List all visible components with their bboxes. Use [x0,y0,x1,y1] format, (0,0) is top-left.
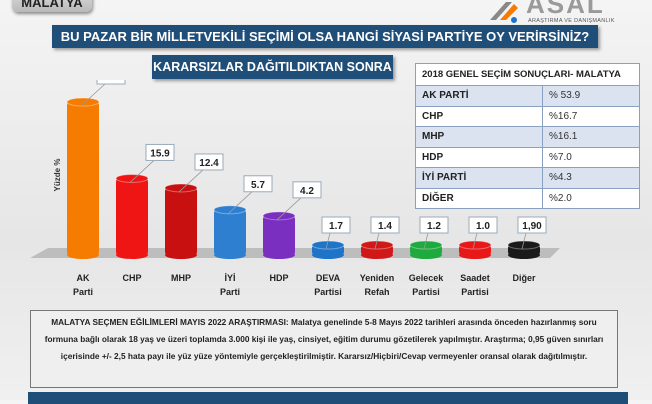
data-label: 5.7 [251,180,265,191]
data-label: 15.9 [150,148,170,159]
x-tick-label: DEVA [316,273,341,283]
leader-line [521,232,527,250]
bar [116,178,148,255]
data-label-box [96,80,126,85]
bar [214,209,246,255]
table-row: CHP %16.7 [415,105,640,127]
x-tick-label: Partisi [412,287,440,297]
bar-base [312,251,344,259]
logo-subtitle: ARAŞTIRMA VE DANIŞMANLIK [528,18,615,24]
data-label: 1,90 [522,221,542,232]
leader-line [472,232,478,250]
x-tick-label: Diğer [512,273,536,283]
data-label-box [321,216,351,234]
leader-line [423,232,429,250]
data-label: 1.4 [378,221,392,232]
bar [67,102,99,255]
x-tick-label: Partisi [461,287,489,297]
bar [165,187,197,255]
data-label-box [292,181,322,199]
table-row: AK PARTİ% 53.9 [415,85,640,107]
x-tick-label: AK [77,273,90,283]
bar-top [115,173,149,183]
bar-top [213,205,247,215]
methodology-note: MALATYA SEÇMEN EĞİLİMLERİ MAYIS 2022 ARA… [30,310,618,388]
bar-base [361,251,393,259]
leader-line [276,197,302,221]
bar-base [508,251,540,259]
bar-base [214,251,246,259]
leader-line [129,160,155,183]
table-row: MHP %16.1 [415,126,640,148]
chart-subtitle: KARARSIZLAR DAĞITILDIKTAN SONRA [152,55,393,79]
leader-line [80,83,106,107]
data-label: 1.2 [427,221,441,232]
y-axis-label: Yüzde % [53,159,62,192]
x-tick-label: Gelecek [409,273,445,283]
data-label-box [243,175,273,193]
leader-line [178,169,204,193]
x-tick-label: Parti [73,287,93,297]
party-cell: MHP [415,126,543,148]
election-2018-table: 2018 GENEL SEÇİM SONUÇLARI- MALATYA AK P… [415,63,640,209]
data-label-box [370,216,400,234]
data-label: 4.2 [300,186,314,197]
bar-base [410,251,442,259]
leader-line [227,191,253,215]
data-label: 54.6 [101,80,121,83]
asal-logo: ASAL ARAŞTIRMA VE DANIŞMANLIK [488,0,638,30]
x-tick-label: Yeniden [360,273,395,283]
bar-chart: Yüzde % 54.6 AK Parti 15.9 CHP 12.4 MHP 5.7 İYİ Pa… [30,80,560,297]
bar [263,215,295,255]
data-label: 1.0 [476,221,490,232]
party-cell: CHP [415,105,543,127]
leader-line [374,232,380,250]
table-row: HDP %7.0 [415,146,640,168]
data-label-box [194,153,224,171]
data-label: 1.7 [329,221,343,232]
table-header: 2018 GENEL SEÇİM SONUÇLARI- MALATYA [415,63,640,86]
region-tag: MALATYA [12,0,92,12]
bar-top [66,97,100,107]
bar-top [164,183,198,193]
value-cell: %16.7 [542,105,640,127]
x-tick-label: Partisi [314,287,342,297]
value-cell: %16.1 [542,126,640,148]
x-tick-label: CHP [122,273,141,283]
x-tick-label: Refah [364,287,389,297]
leader-line [325,232,331,250]
table-row: İYİ PARTİ %4.3 [415,167,640,189]
bottom-banner [28,392,628,404]
table-row: DİĞER %2.0 [415,187,640,209]
bar-base [67,251,99,259]
party-cell: AK PARTİ [415,85,543,107]
logo-mark-icon [490,2,518,23]
x-tick-label: Saadet [460,273,490,283]
value-cell: %7.0 [542,146,640,168]
party-cell: DİĞER [415,187,543,209]
bar-base [165,251,197,259]
x-tick-label: Parti [220,287,240,297]
value-cell: %4.3 [542,167,640,189]
question-title: BU PAZAR BİR MİLLETVEKİLİ SEÇİMİ OLSA HA… [52,25,598,48]
party-cell: İYİ PARTİ [415,167,543,189]
data-label-box [517,216,547,234]
x-tick-label: HDP [269,273,288,283]
bar-base [263,251,295,259]
data-label-box [468,216,498,234]
x-tick-label: İYİ [224,273,235,283]
data-label-box [145,143,175,161]
data-label-box [419,216,449,234]
bar-top [262,211,296,221]
value-cell: %2.0 [542,187,640,209]
data-label: 12.4 [199,158,219,169]
value-cell: % 53.9 [542,85,640,107]
bar-base [116,251,148,259]
party-cell: HDP [415,146,543,168]
bar-base [459,251,491,259]
x-tick-label: MHP [171,273,191,283]
logo-name: ASAL [526,0,605,19]
